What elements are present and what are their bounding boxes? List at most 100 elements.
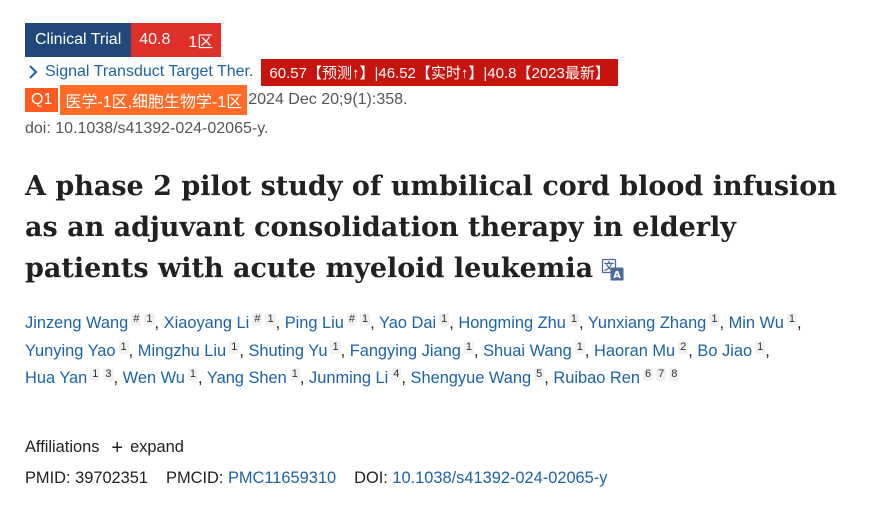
doi-group: DOI: 10.1038/s41392-024-02065-y [354,469,607,488]
author-name-link[interactable]: Yunxiang Zhang [587,314,707,332]
quartile-tag: Q1 [25,88,59,112]
affiliation-marker[interactable]: # [252,313,263,326]
affiliation-marker[interactable]: 1 [265,313,276,326]
article-identifiers: PMID: 39702351 PMCID: PMC11659310 DOI: 1… [25,469,625,488]
author-item: Junming Li 4, [309,368,406,387]
affiliation-marker[interactable]: 1 [118,340,129,354]
affiliation-marker[interactable]: # [346,313,358,326]
journal-name-link[interactable]: Signal Transduct Target Ther. [45,63,254,80]
affiliation-marker[interactable]: 1 [144,313,155,326]
affiliation-marker[interactable]: 7 [656,368,667,381]
author-name-link[interactable]: Yao Dai [379,314,437,332]
author-item: Ruibao Ren 6 7 8 [553,368,680,387]
affiliation-marker[interactable]: 8 [669,368,680,381]
author-item: Wen Wu 1, [122,368,203,387]
author-item: Yunxiang Zhang 1, [587,313,724,332]
pmid-value: 39702351 [75,469,149,487]
author-item: Mingzhu Liu 1, [137,340,244,360]
author-name-link[interactable]: Hua Yan [25,369,88,387]
author-item: Yunying Yao 1, [25,340,134,360]
author-item: Hongming Zhu 1, [458,313,584,332]
svg-text:A: A [613,270,621,281]
author-name-link[interactable]: Ruibao Ren [553,369,640,387]
author-name-link[interactable]: Jinzeng Wang [25,314,129,332]
affiliation-marker[interactable]: 1 [360,313,371,326]
affiliation-marker[interactable]: 1 [755,340,766,354]
affiliation-marker[interactable]: 1 [709,313,720,326]
author-name-link[interactable]: Wen Wu [122,369,185,387]
category-tag: 医学-1区,细胞生物学-1区 [60,85,248,115]
affiliation-marker[interactable]: 1 [574,340,585,354]
author-name-link[interactable]: Shuting Yu [248,341,328,360]
author-item: Shengyue Wang 5, [410,368,549,387]
author-list: Jinzeng Wang #1, Xiaoyang Li #1, Ping Liu #… [25,310,855,393]
affiliations-expand-button[interactable]: + expand [111,436,184,459]
chevron-right-icon[interactable] [25,64,41,80]
article-title-text: A phase 2 pilot study of umbilical cord … [25,171,837,284]
author-item: Hua Yan 1 3, [25,368,119,387]
affiliation-marker[interactable]: 1 [439,313,450,326]
affiliation-marker[interactable]: 1 [786,313,797,326]
doi-text: doi: 10.1038/s41392-024-02065-y. [25,120,269,137]
author-name-link[interactable]: Shengyue Wang [410,369,532,387]
affiliation-marker[interactable]: 1 [330,340,341,354]
doi-link[interactable]: 10.1038/s41392-024-02065-y [392,469,608,487]
affiliation-marker[interactable]: 1 [289,368,300,381]
impact-factor-value: 40.8 [139,31,171,48]
affiliation-marker[interactable]: 1 [229,340,240,354]
affiliations-row: Affiliations + expand [25,436,184,459]
plus-icon: + [111,436,124,459]
affiliation-marker[interactable]: 5 [534,368,545,381]
affiliation-marker[interactable]: 2 [678,340,689,354]
affiliation-marker[interactable]: 1 [187,368,199,381]
author-name-link[interactable]: Bo Jiao [697,341,753,360]
svg-text:文: 文 [604,260,615,273]
impact-factor-badge: 40.8 1区 [131,23,222,57]
zone-value: 1区 [188,34,214,51]
author-name-link[interactable]: Mingzhu Liu [137,341,227,360]
affiliations-label: Affiliations [25,438,100,456]
pmid-label: PMID: [25,469,71,487]
author-item: Shuting Yu 1, [248,340,346,360]
pmcid-group: PMCID: PMC11659310 [166,469,336,488]
author-item: Min Wu 1, [728,313,802,332]
author-name-link[interactable]: Xiaoyang Li [163,314,250,332]
author-item: Fangying Jiang 1, [349,340,479,360]
author-name-link[interactable]: Hongming Zhu [458,314,566,332]
author-name-link[interactable]: Haoran Mu [594,341,676,360]
author-name-link[interactable]: Ping Liu [284,314,344,332]
author-name-link[interactable]: Shuai Wang [483,341,572,360]
affiliation-marker[interactable]: # [131,313,142,326]
pmid-group: PMID: 39702351 [25,469,148,488]
author-item: Ping Liu #1, [284,313,375,332]
affiliation-marker[interactable]: 3 [103,368,114,381]
author-item: Shuai Wang 1, [483,340,590,360]
clinical-trial-badge[interactable]: Clinical Trial [25,23,132,57]
author-item: Jinzeng Wang #1, [25,313,160,332]
author-item: Bo Jiao 1, [697,340,770,360]
pmcid-link[interactable]: PMC11659310 [227,469,337,487]
expand-label: expand [130,438,184,456]
journal-line: Signal Transduct Target Ther. 60.57【预测↑】… [25,58,618,86]
journal-metrics-tag: 60.57【预测↑】|46.52【实时↑】|40.8【2023最新】 [261,58,618,86]
author-name-link[interactable]: Min Wu [728,314,784,332]
author-item: Haoran Mu 2, [594,340,693,360]
translate-icon[interactable]: 文 A [601,258,625,282]
citation-text: 2024 Dec 20;9(1):358. [248,91,408,108]
affiliation-marker[interactable]: 1 [463,340,474,354]
affiliation-marker[interactable]: 6 [642,368,654,381]
author-name-link[interactable]: Yunying Yao [25,341,116,360]
author-name-link[interactable]: Fangying Jiang [349,341,461,360]
author-item: Xiaoyang Li #1, [163,313,281,332]
author-name-link[interactable]: Yang Shen [206,369,287,387]
author-item: Yang Shen 1, [206,368,305,387]
affiliation-marker[interactable]: 4 [391,368,402,381]
doi-label: DOI: [354,469,388,487]
affiliation-marker[interactable]: 1 [568,313,579,326]
affiliation-marker[interactable]: 1 [90,368,101,381]
author-name-link[interactable]: Junming Li [309,369,389,387]
article-badges: Clinical Trial 40.8 1区 [25,23,222,57]
author-item: Yao Dai 1, [379,313,454,332]
pmcid-label: PMCID: [166,469,224,487]
classification-line: Q1 医学-1区,细胞生物学-1区 2024 Dec 20;9(1):358. [25,85,408,115]
